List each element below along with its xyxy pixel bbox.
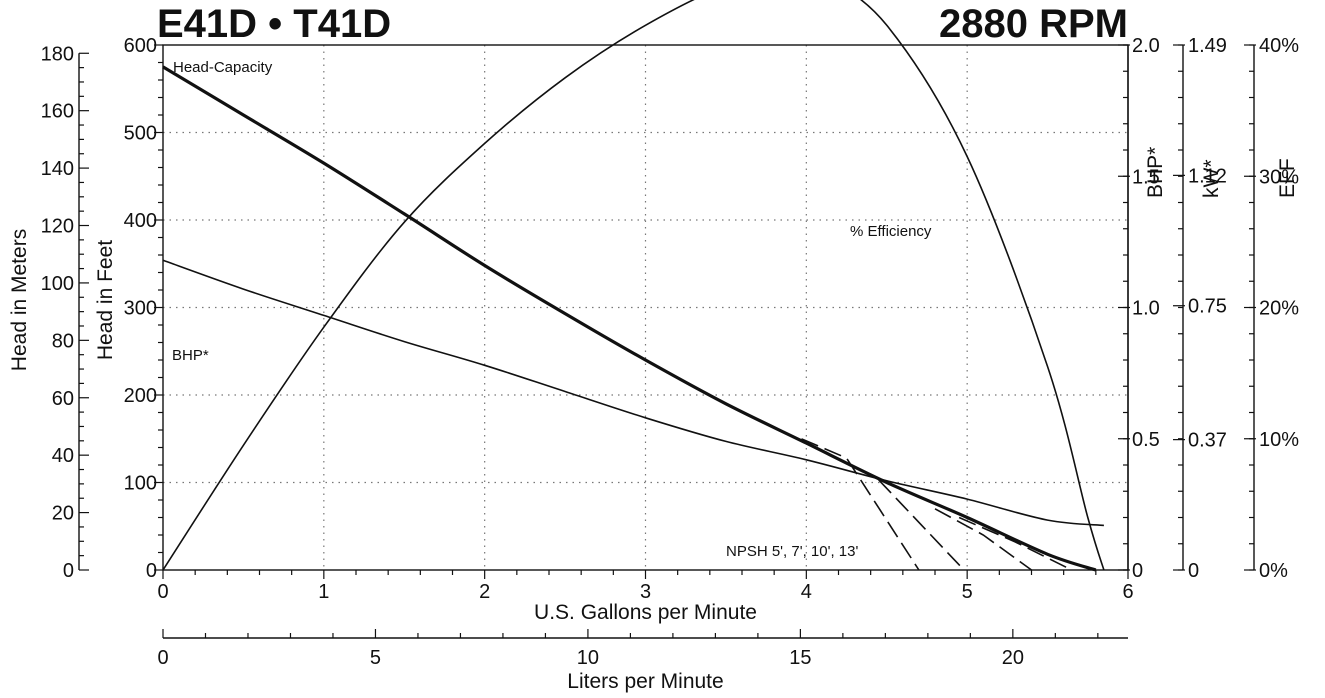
chart-speed: 2880 RPM [939,2,1128,46]
eff-tick-label: 0% [1259,560,1288,582]
feet-tick-label: 0 [146,560,157,582]
lpm-tick-label: 15 [789,647,811,669]
meters-tick-label: 180 [41,43,74,65]
gpm-tick-label: 2 [479,581,490,603]
lpm-axis-title: Liters per Minute [567,670,723,693]
kw-tick-label: 0.75 [1188,296,1227,318]
lpm-tick-label: 10 [577,647,599,669]
feet-tick-label: 500 [124,123,157,145]
feet-tick-label: 200 [124,385,157,407]
meters-tick-label: 0 [63,560,74,582]
gpm-tick-label: 6 [1122,581,1133,603]
meters-tick-label: 100 [41,273,74,295]
bhp-curve-label: BHP* [172,347,209,364]
npsh-curve-label: NPSH 5', 7', 10', 13' [726,543,858,560]
head-capacity-label: Head-Capacity [173,59,273,76]
gpm-tick-label: 3 [640,581,651,603]
bhp-tick-label: 1.0 [1132,298,1160,320]
eff-tick-label: 40% [1259,35,1299,57]
meters-tick-label: 20 [52,503,74,525]
lpm-tick-label: 5 [370,647,381,669]
gpm-tick-label: 5 [962,581,973,603]
feet-tick-label: 600 [124,35,157,57]
curve-npsh-7 [878,479,965,571]
meters-tick-label: 60 [52,388,74,410]
gpm-tick-label: 0 [157,581,168,603]
meters-tick-label: 120 [41,216,74,238]
efficiency-curve-label: % Efficiency [850,223,932,240]
kw-tick-label: 0 [1188,560,1199,582]
curve-npsh-10 [934,508,1032,571]
labels-layer: Head-Capacity BHP* % Efficiency NPSH 5', 7'… [172,59,932,560]
bhp-tick-label: 0.5 [1132,429,1160,451]
bhp-tick-label: 2.0 [1132,35,1160,57]
lpm-tick-label: 20 [1002,647,1024,669]
chart-title: E41D • T41D [157,2,391,46]
lpm-tick-label: 0 [157,647,168,669]
curves-layer [162,0,1105,572]
grid-layer [163,45,1128,570]
kw-tick-label: 1.12 [1188,165,1227,187]
gpm-tick-label: 4 [801,581,812,603]
eff-axis-title: EFF [1276,158,1299,198]
gpm-axis-title: U.S. Gallons per Minute [534,601,757,624]
curve-bhp [162,259,1104,527]
eff-tick-label: 20% [1259,298,1299,320]
bhp-tick-label: 1.5 [1132,166,1160,188]
meters-tick-label: 40 [52,445,74,467]
meters-tick-label: 80 [52,330,74,352]
meters-tick-label: 160 [41,101,74,123]
kw-axis-title: kW* [1200,160,1223,199]
curve-npsh-13 [958,516,1073,571]
feet-tick-label: 100 [124,473,157,495]
kw-tick-label: 1.49 [1188,35,1227,57]
gpm-tick-label: 1 [318,581,329,603]
curve-efficiency [162,0,1105,571]
eff-tick-label: 10% [1259,429,1299,451]
feet-axis-title: Head in Feet [94,240,117,360]
feet-tick-label: 400 [124,210,157,232]
feet-tick-label: 300 [124,298,157,320]
axes-layer: 0 1 2 3 4 5 6 U.S. Gallons per Minute 0 5 10 15 20 Li… [8,35,1299,693]
meters-tick-label: 140 [41,158,74,180]
eff-tick-label: 30% [1259,166,1299,188]
curve-npsh-5 [801,438,920,571]
meters-axis-title: Head in Meters [8,229,31,371]
curve-head-capacity [162,65,1097,572]
bhp-tick-label: 0 [1132,560,1143,582]
bhp-axis-title: BHP* [1144,147,1167,198]
kw-tick-label: 0.37 [1188,430,1227,452]
